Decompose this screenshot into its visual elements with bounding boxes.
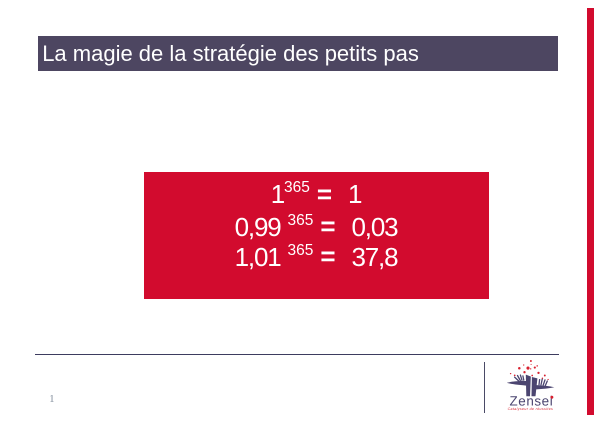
svg-text:Catalyseur de réussites: Catalyseur de réussites [508,407,554,411]
svg-text:Zensei: Zensei [510,394,554,409]
